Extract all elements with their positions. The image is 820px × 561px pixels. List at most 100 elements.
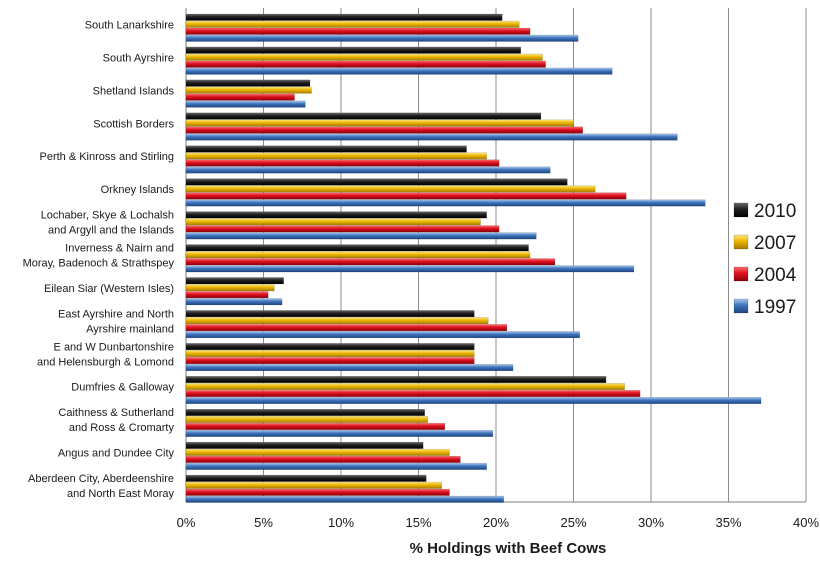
bar-2004 — [185, 324, 508, 332]
bar-1997 — [185, 331, 580, 339]
bar-2010 — [185, 376, 607, 383]
category-label: Angus and Dundee City — [58, 448, 175, 460]
legend-swatch — [733, 234, 749, 250]
x-tick-labels: 0% 5% 10% 15% 20% 25% 30% 35% 40% — [177, 515, 820, 530]
bar-2007 — [185, 20, 520, 28]
category-label: Shetland Islands — [93, 85, 175, 97]
bar-1997 — [185, 495, 504, 503]
bar-2010 — [185, 343, 475, 351]
bar-1997 — [185, 397, 762, 404]
bar-1997 — [185, 232, 537, 240]
x-tick-label: 30% — [638, 515, 664, 530]
legend-swatch — [733, 202, 749, 218]
bar-2004 — [185, 291, 269, 299]
category-labels: South Lanarkshire South Ayrshire Shetland … — [23, 19, 175, 500]
legend: 2010 2007 2004 1997 — [733, 201, 797, 318]
x-tick-label: 15% — [405, 515, 431, 530]
legend-item-2007: 2007 — [733, 233, 796, 254]
legend-label: 2010 — [754, 201, 796, 222]
bars — [185, 13, 762, 503]
bar-2007 — [185, 119, 574, 127]
bar-2007 — [185, 448, 450, 456]
category-label: South Lanarkshire — [85, 19, 174, 31]
bar-2007 — [185, 53, 543, 61]
x-tick-label: 10% — [328, 515, 354, 530]
category-label: East Ayrshire and North Ayrshire mainland — [58, 308, 174, 335]
bar-2010 — [185, 46, 521, 54]
bar-2010 — [185, 409, 425, 416]
bar-2004 — [185, 27, 531, 35]
x-tick-label: 20% — [483, 515, 509, 530]
bar-1997 — [185, 364, 514, 372]
category-label: Scottish Borders — [93, 118, 174, 130]
bar-2010 — [185, 211, 487, 219]
category-label: Inverness & Nairn and Moray, Badenoch & S… — [23, 243, 175, 270]
bar-2007 — [185, 284, 275, 292]
bar-2004 — [185, 423, 446, 430]
bar-2007 — [185, 218, 481, 226]
bar-2004 — [185, 390, 641, 397]
legend-swatch — [733, 266, 749, 282]
category-label: South Ayrshire — [103, 52, 174, 64]
bar-2007 — [185, 383, 625, 390]
category-label: Lochaber, Skye & Lochalsh and Argyll and … — [41, 210, 175, 237]
bar-2010 — [185, 13, 503, 21]
bar-2007 — [185, 481, 442, 489]
x-tick-label: 5% — [254, 515, 273, 530]
category-label: Perth & Kinross and Stirling — [39, 151, 174, 163]
x-axis-title: % Holdings with Beef Cows — [410, 540, 607, 557]
bar-2010 — [185, 79, 311, 87]
bar-1997 — [185, 34, 579, 42]
category-label: Eilean Siar (Western Isles) — [44, 283, 174, 295]
x-tick-label: 40% — [793, 515, 819, 530]
bar-1997 — [185, 430, 494, 437]
bar-1997 — [185, 199, 706, 207]
bar-2010 — [185, 112, 542, 120]
bar-2004 — [185, 258, 556, 266]
bar-2004 — [185, 159, 500, 167]
bar-2010 — [185, 474, 427, 482]
bar-1997 — [185, 166, 551, 174]
bar-1997 — [185, 67, 613, 75]
bar-2007 — [185, 185, 596, 193]
bar-2010 — [185, 178, 568, 186]
bar-2007 — [185, 86, 312, 94]
bar-2007 — [185, 350, 475, 358]
category-label: Orkney Islands — [101, 184, 175, 196]
bar-2010 — [185, 244, 529, 252]
legend-label: 1997 — [754, 297, 796, 318]
bar-2007 — [185, 251, 531, 259]
bar-2004 — [185, 93, 295, 101]
category-label: Dumfries & Galloway — [71, 382, 174, 394]
legend-label: 2007 — [754, 233, 796, 254]
bar-2004 — [185, 357, 475, 365]
bar-2007 — [185, 317, 489, 325]
bar-2010 — [185, 310, 475, 318]
bar-2004 — [185, 455, 461, 463]
legend-item-2004: 2004 — [733, 265, 797, 286]
bar-2004 — [185, 192, 627, 200]
bar-2010 — [185, 277, 284, 285]
bar-1997 — [185, 100, 306, 108]
x-tick-label: 0% — [177, 515, 196, 530]
bar-1997 — [185, 265, 635, 273]
category-label: Aberdeen City, Aberdeenshire and North Ea… — [28, 473, 174, 500]
bar-2004 — [185, 126, 583, 134]
bar-2004 — [185, 60, 546, 68]
bar-2004 — [185, 488, 450, 496]
legend-label: 2004 — [754, 265, 797, 286]
bar-1997 — [185, 133, 678, 141]
legend-item-1997: 1997 — [733, 297, 796, 318]
bar-1997 — [185, 298, 283, 306]
category-label: Caithness & Sutherland and Ross & Cromart… — [58, 407, 174, 434]
category-label: E and W Dunbartonshire and Helensburgh & … — [37, 341, 174, 368]
bar-2007 — [185, 416, 429, 423]
bar-1997 — [185, 462, 487, 470]
legend-item-2010: 2010 — [733, 201, 796, 222]
x-tick-label: 35% — [715, 515, 741, 530]
bar-2007 — [185, 152, 487, 160]
legend-swatch — [733, 298, 749, 314]
bar-2004 — [185, 225, 500, 233]
bar-2010 — [185, 441, 424, 449]
